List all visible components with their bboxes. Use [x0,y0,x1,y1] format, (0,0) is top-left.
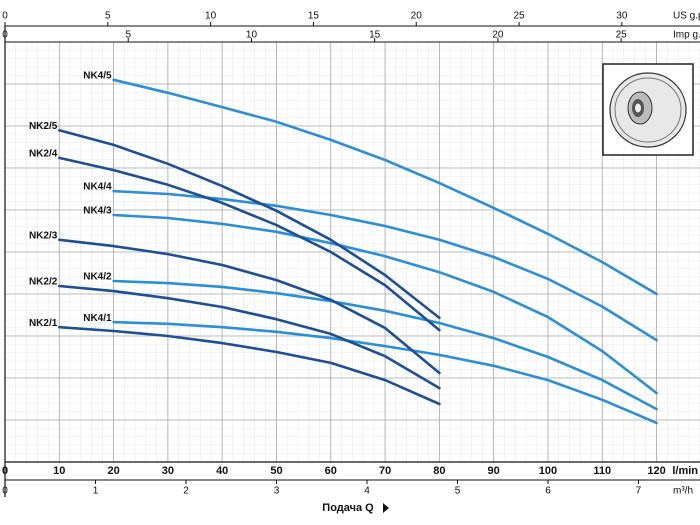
x-tick-label: 3 [274,486,280,497]
series-label: NK2/5 [29,121,58,132]
x-tick-label: 15 [369,30,381,41]
series-label: NK4/2 [83,272,112,283]
series-label: NK4/1 [83,313,112,324]
series-label: NK4/5 [83,70,112,81]
series-label: NK4/4 [83,182,112,193]
x-tick-label: 5 [125,30,131,41]
curve [112,279,658,411]
curve [112,320,658,425]
x-tick-label: 20 [107,465,119,477]
x-tick-label: 40 [216,465,228,477]
x-tick-label: 0 [2,11,8,22]
x-tick-label: 70 [379,465,391,477]
x-tick-label: 90 [488,465,500,477]
x-axis-unit: US g.p.m. [673,11,700,22]
x-tick-label: 0 [2,486,8,497]
series-label: NK2/2 [29,277,58,288]
x-tick-label: 30 [616,11,628,22]
x-tick-label: 25 [616,30,628,41]
x-tick-label: 0 [2,465,8,477]
x-tick-label: 6 [545,486,551,497]
curve [58,238,441,375]
pump-image [602,63,694,156]
x-tick-label: 50 [270,465,282,477]
x-tick-label: 10 [246,30,258,41]
curve [112,78,658,296]
series-label: NK2/4 [29,149,58,160]
series-label: NK2/1 [29,318,58,329]
x-tick-label: 30 [162,465,174,477]
x-tick-label: 110 [593,465,611,477]
x-tick-label: 4 [364,486,370,497]
x-tick-label: 60 [325,465,337,477]
x-tick-label: 25 [513,11,525,22]
x-tick-label: 0 [2,30,8,41]
curve [58,284,441,390]
x-tick-label: 10 [53,465,65,477]
curve [58,128,441,320]
x-tick-label: 100 [539,465,557,477]
x-tick-label: 20 [492,30,504,41]
x-tick-label: 20 [411,11,423,22]
curve [112,213,658,395]
x-axis-title: Подача Q [322,502,374,514]
x-tick-label: 15 [308,11,320,22]
series-label: NK4/3 [83,206,112,217]
x-tick-label: 2 [183,486,189,497]
x-tick-label: 7 [636,486,642,497]
x-axis-unit: l/min [672,465,698,477]
x-tick-label: 1 [93,486,99,497]
x-tick-label: 5 [105,11,111,22]
x-tick-label: 5 [455,486,461,497]
x-axis-unit: Imp g.p.m. [673,30,700,41]
x-tick-label: 80 [433,465,445,477]
x-tick-label: 120 [647,465,665,477]
curve [58,156,441,332]
series-label: NK2/3 [29,230,58,241]
x-tick-label: 10 [205,11,217,22]
x-axis-unit: m³/h [673,486,693,497]
arrow [383,503,389,513]
curve [58,325,441,406]
